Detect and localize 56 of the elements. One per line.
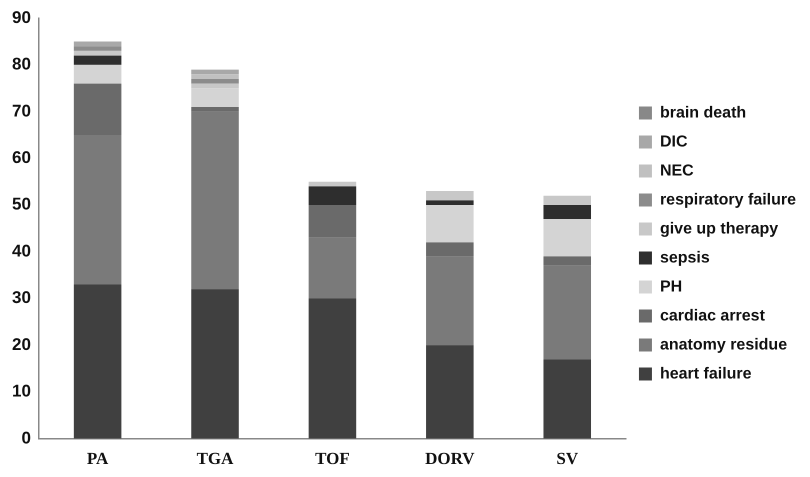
legend-label: brain death: [660, 104, 746, 122]
bar: [191, 112, 239, 290]
bar: [308, 205, 356, 238]
bar: [426, 205, 474, 242]
x-tick-label: PA: [86, 449, 110, 468]
bar: [543, 196, 592, 206]
y-tick-label: 50: [12, 194, 31, 214]
legend-label: cardiac arrest: [660, 307, 766, 324]
bar: [543, 359, 592, 439]
y-tick-label: 30: [12, 288, 31, 308]
bar: [543, 266, 592, 360]
bar: [543, 219, 592, 256]
y-tick-label: 20: [12, 334, 31, 354]
bar: [426, 242, 474, 256]
bar: [426, 345, 474, 439]
legend-label: respiratory failure: [660, 191, 796, 208]
legend-label: anatomy residue: [660, 336, 788, 354]
x-tick-label: SV: [556, 449, 579, 468]
bar: [74, 46, 122, 51]
bar: [191, 289, 239, 439]
bar: [74, 56, 122, 65]
legend-label: give up therapy: [660, 220, 778, 238]
y-tick-label: 70: [12, 101, 31, 120]
bar: [308, 182, 356, 186]
bar: [74, 84, 122, 135]
bar: [426, 200, 474, 206]
y-tick-label: 90: [12, 8, 31, 27]
bar: [74, 134, 122, 284]
y-tick-label: 40: [12, 241, 31, 260]
y-tick-label: 10: [12, 382, 31, 401]
bar: [74, 42, 122, 46]
bar: [191, 78, 239, 84]
legend-label: NEC: [660, 162, 694, 180]
bar: [74, 284, 122, 439]
bar: [308, 238, 356, 298]
x-tick-label: TGA: [196, 449, 234, 468]
legend-label: heart failure: [660, 365, 752, 382]
bar: [191, 70, 239, 74]
bar: [74, 50, 122, 56]
y-tick-label: 0: [21, 428, 31, 448]
bar: [426, 256, 474, 346]
x-tick-label: DORV: [425, 449, 476, 468]
bar: [543, 205, 592, 220]
y-tick-label: 80: [12, 54, 31, 74]
y-tick-label: 60: [12, 148, 31, 168]
bar: [191, 106, 239, 112]
bar: [191, 74, 239, 79]
legend-label: sepsis: [660, 249, 710, 266]
legend-label: DIC: [660, 133, 688, 150]
x-tick-label: TOF: [315, 449, 350, 468]
bar: [308, 186, 356, 206]
legend-label: PH: [660, 278, 682, 296]
bar: [426, 191, 474, 200]
bar: [543, 256, 592, 266]
bar: [308, 298, 356, 439]
bar: [74, 64, 122, 84]
